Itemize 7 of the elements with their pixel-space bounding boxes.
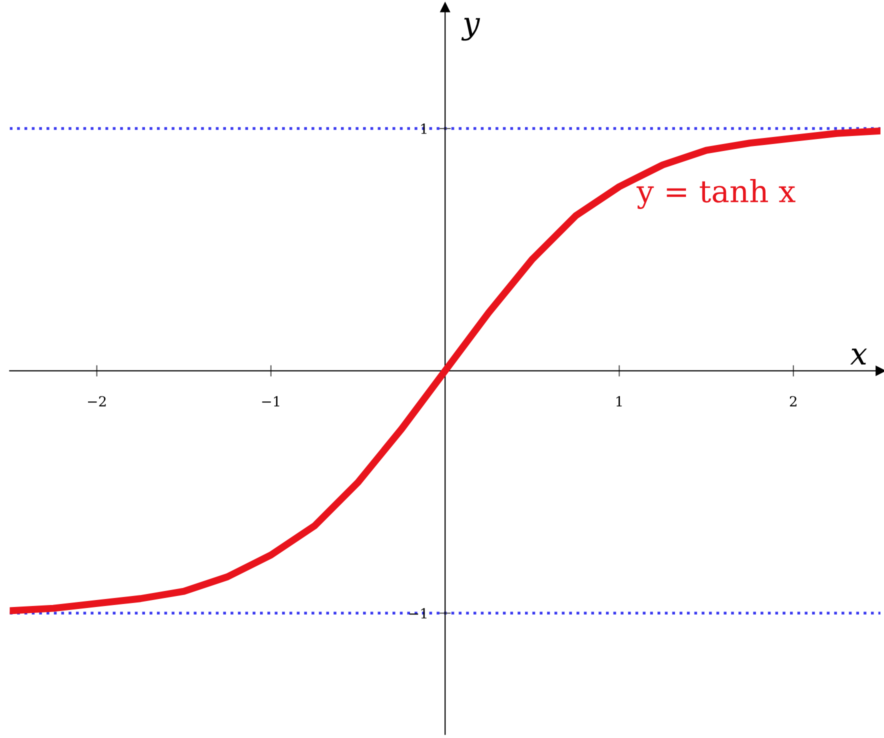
x-axis-title: x	[850, 348, 867, 364]
y-axis-title: y	[461, 18, 480, 41]
x-tick-label: 1	[616, 396, 622, 406]
x-tick-label: −1	[262, 396, 280, 406]
x-tick-label: 2	[790, 396, 796, 406]
x-tick-label: −2	[88, 396, 106, 406]
series-label: y = tanh x	[636, 178, 796, 209]
